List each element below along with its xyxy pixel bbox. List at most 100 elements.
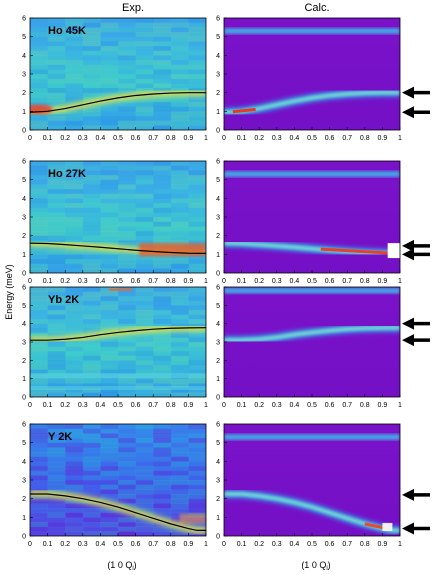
heatmap-cell (100, 456, 119, 462)
heatmap-cell (65, 319, 84, 325)
heatmap-cell (100, 193, 119, 199)
heatmap-cell (135, 212, 154, 218)
heatmap-cell (170, 184, 189, 190)
y-tick-label: 1 (216, 376, 220, 383)
x-tick-label: 0.7 (148, 278, 158, 285)
heatmap-cell (82, 92, 101, 98)
heatmap-cell (135, 319, 154, 325)
y-tick-label: 6 (22, 16, 26, 23)
heatmap-cell (65, 323, 84, 329)
arrow-indicator (402, 86, 430, 99)
heatmap-cell (170, 466, 189, 472)
heatmap-cell (30, 428, 49, 434)
heatmap-cell (135, 254, 154, 260)
heatmap-cell (30, 88, 49, 94)
heatmap-cell (30, 466, 49, 472)
heatmap-cell (118, 64, 137, 70)
y-tick-label: 3 (22, 340, 26, 347)
heatmap-cell (170, 494, 189, 500)
x-tick-label: 1 (398, 541, 402, 548)
heatmap-cell (170, 226, 189, 232)
heatmap-cell (30, 221, 49, 227)
heatmap-cell (82, 503, 101, 509)
heatmap-cell (118, 480, 137, 486)
heatmap-cell (65, 92, 84, 98)
heatmap-cell (82, 291, 101, 297)
heatmap-cell (82, 268, 101, 273)
heatmap-cell (118, 346, 137, 352)
heatmap-cell (100, 175, 119, 181)
heatmap-cell (188, 470, 206, 476)
heatmap-cell (170, 64, 189, 70)
heatmap-cell (188, 18, 206, 24)
heatmap-cell (170, 351, 189, 357)
x-tick-label: 0.6 (325, 541, 335, 548)
y-tick-label: 5 (22, 34, 26, 41)
heatmap-cell (135, 74, 154, 80)
x-tick-label: 0.1 (237, 135, 247, 142)
x-tick-label: 0.5 (307, 135, 317, 142)
heatmap-cell (118, 378, 137, 384)
heatmap-cell (30, 193, 49, 199)
panel-plot-area (224, 18, 400, 130)
heatmap-cell (30, 508, 49, 514)
heatmap-cell (188, 484, 206, 490)
arrow-head (402, 239, 414, 252)
y-tick-label: 6 (216, 422, 220, 429)
heatmap-cell (65, 235, 84, 241)
y-tick-label: 0 (22, 128, 26, 135)
heatmap-cell (30, 212, 49, 218)
x-tick-label: 0.2 (60, 278, 70, 285)
heatmap-cell (188, 355, 206, 361)
heatmap-cell (65, 424, 84, 430)
heatmap-cell (82, 447, 101, 453)
heatmap-cell (65, 369, 84, 375)
arrow-indicator (402, 317, 430, 330)
y-tick-label: 4 (216, 53, 220, 60)
heatmap-cell (170, 498, 189, 504)
heatmap-cell (65, 508, 84, 514)
heatmap-cell (135, 369, 154, 375)
heatmap-cell (100, 254, 119, 260)
heatmap-cell (118, 314, 137, 320)
heatmap-cell (170, 378, 189, 384)
heatmap-cell (47, 27, 66, 33)
heatmap-cell (100, 207, 119, 213)
heatmap-cell (47, 50, 66, 56)
heatmap-cell (118, 165, 137, 171)
heatmap-cell (170, 309, 189, 315)
heatmap-cell (188, 424, 206, 430)
heatmap-cell (170, 111, 189, 117)
heatmap-cell (153, 442, 172, 448)
heatmap-cell (188, 74, 206, 80)
heatmap-cell (135, 55, 154, 61)
heatmap-cell (100, 106, 119, 112)
heatmap-cell (153, 346, 172, 352)
heatmap-cell (100, 165, 119, 171)
heatmap-cell (30, 125, 49, 130)
heatmap-cell (153, 447, 172, 453)
x-tick-label: 0 (28, 278, 32, 285)
heatmap-cell (65, 522, 84, 528)
heatmap-cell (30, 198, 49, 204)
heatmap-cell (30, 522, 49, 528)
heatmap-cell (100, 296, 119, 302)
heatmap-cell (47, 314, 66, 320)
heatmap-cell (65, 22, 84, 28)
heatmap-cell (82, 461, 101, 467)
heatmap-cell (82, 170, 101, 176)
heatmap-cell (188, 461, 206, 467)
heatmap-cell (170, 69, 189, 75)
heatmap-cell (135, 64, 154, 70)
heatmap-cell (118, 170, 137, 176)
heatmap-cell (170, 287, 189, 293)
heatmap-cell (65, 428, 84, 434)
heatmap-cell (153, 116, 172, 122)
panel-plot-area (224, 424, 400, 536)
y-tick-label: 4 (22, 196, 26, 203)
heatmap-cell (30, 452, 49, 458)
heatmap-cell (82, 456, 101, 462)
heatmap-cell (170, 300, 189, 306)
heatmap-cell (170, 106, 189, 112)
heatmap-cell (65, 305, 84, 311)
